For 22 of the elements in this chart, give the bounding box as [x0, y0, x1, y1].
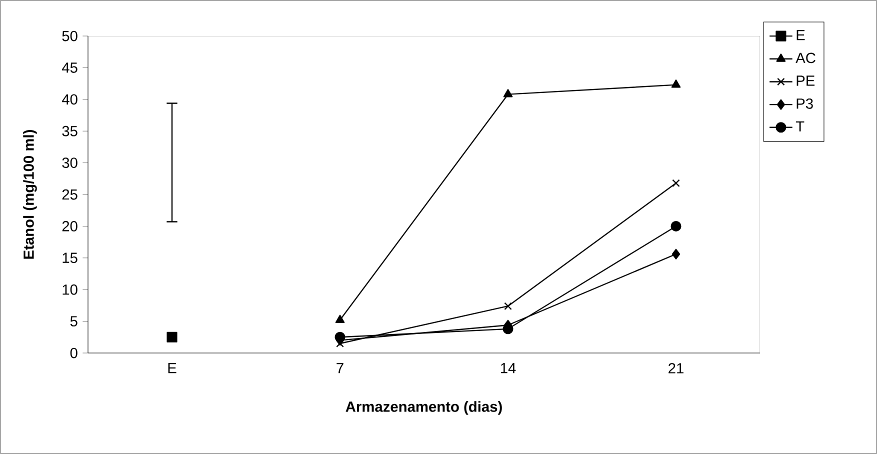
x-tick-label: 21	[668, 363, 684, 374]
y-tick-label: 30	[62, 158, 78, 168]
legend-label: T	[796, 121, 804, 132]
y-tick-label: 35	[62, 126, 78, 136]
y-tick-label: 20	[62, 221, 78, 232]
y-tick-label: 25	[62, 189, 78, 200]
y-tick-label: 50	[62, 30, 78, 42]
legend-label: E	[796, 30, 805, 40]
y-tick-label: 15	[62, 252, 78, 264]
legend-label: P3	[796, 98, 813, 109]
x-tick-label: 7	[336, 363, 344, 374]
y-tick-label: 10	[62, 284, 78, 295]
y-tick-label: 40	[62, 94, 78, 105]
legend-label: PE	[796, 76, 815, 86]
legend-label: AC	[796, 52, 816, 64]
y-tick-label: 45	[62, 62, 78, 73]
y-tick-label: 0	[70, 348, 78, 358]
y-axis-title: Etanol (mg/100 ml)	[23, 130, 37, 259]
x-tick-label: 14	[500, 363, 516, 374]
x-tick-label: E	[168, 363, 176, 374]
x-axis-title: Armazenamento (dias)	[346, 401, 502, 415]
y-tick-label: 5	[70, 316, 78, 326]
